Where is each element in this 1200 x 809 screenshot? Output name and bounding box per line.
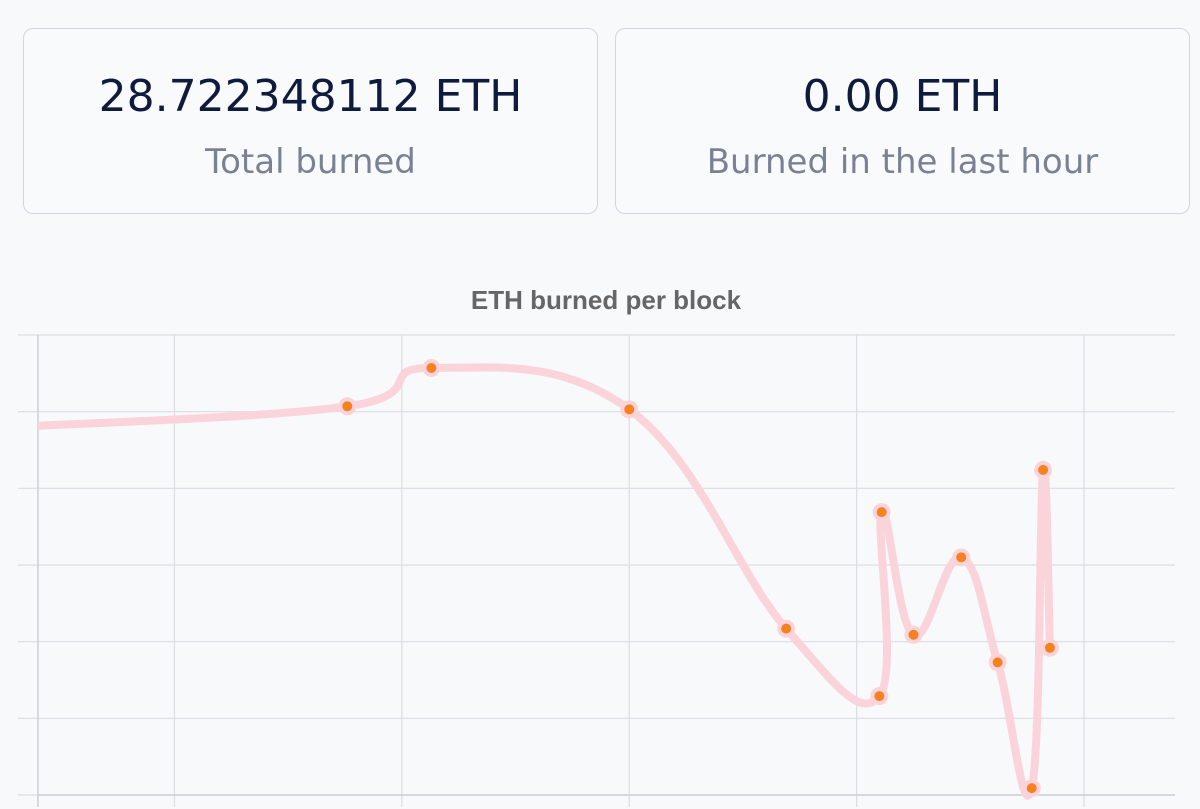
line (38, 363, 1054, 800)
stat-label: Total burned (205, 142, 416, 182)
point (1044, 642, 1055, 653)
point (10, 422, 20, 432)
point (1026, 783, 1037, 794)
plot (6, 358, 1059, 800)
point (874, 691, 885, 702)
stat-value: 28.722348112 ETH (98, 71, 523, 122)
point (342, 401, 353, 412)
point (992, 657, 1003, 668)
point (1038, 464, 1049, 475)
stat-card: 0.00 ETH Burned in the last hour (615, 28, 1190, 214)
stat-label: Burned in the last hour (706, 142, 1099, 182)
point (781, 623, 792, 634)
stat-card: 28.722348112 ETH Total burned (23, 28, 598, 214)
point (956, 552, 967, 563)
point (876, 507, 887, 518)
chart-title: ETH burned per block (471, 285, 742, 315)
point-halo (6, 418, 24, 436)
point (426, 362, 437, 373)
point (624, 404, 635, 415)
point (908, 629, 919, 640)
stat-value: 0.00 ETH (802, 71, 1003, 122)
